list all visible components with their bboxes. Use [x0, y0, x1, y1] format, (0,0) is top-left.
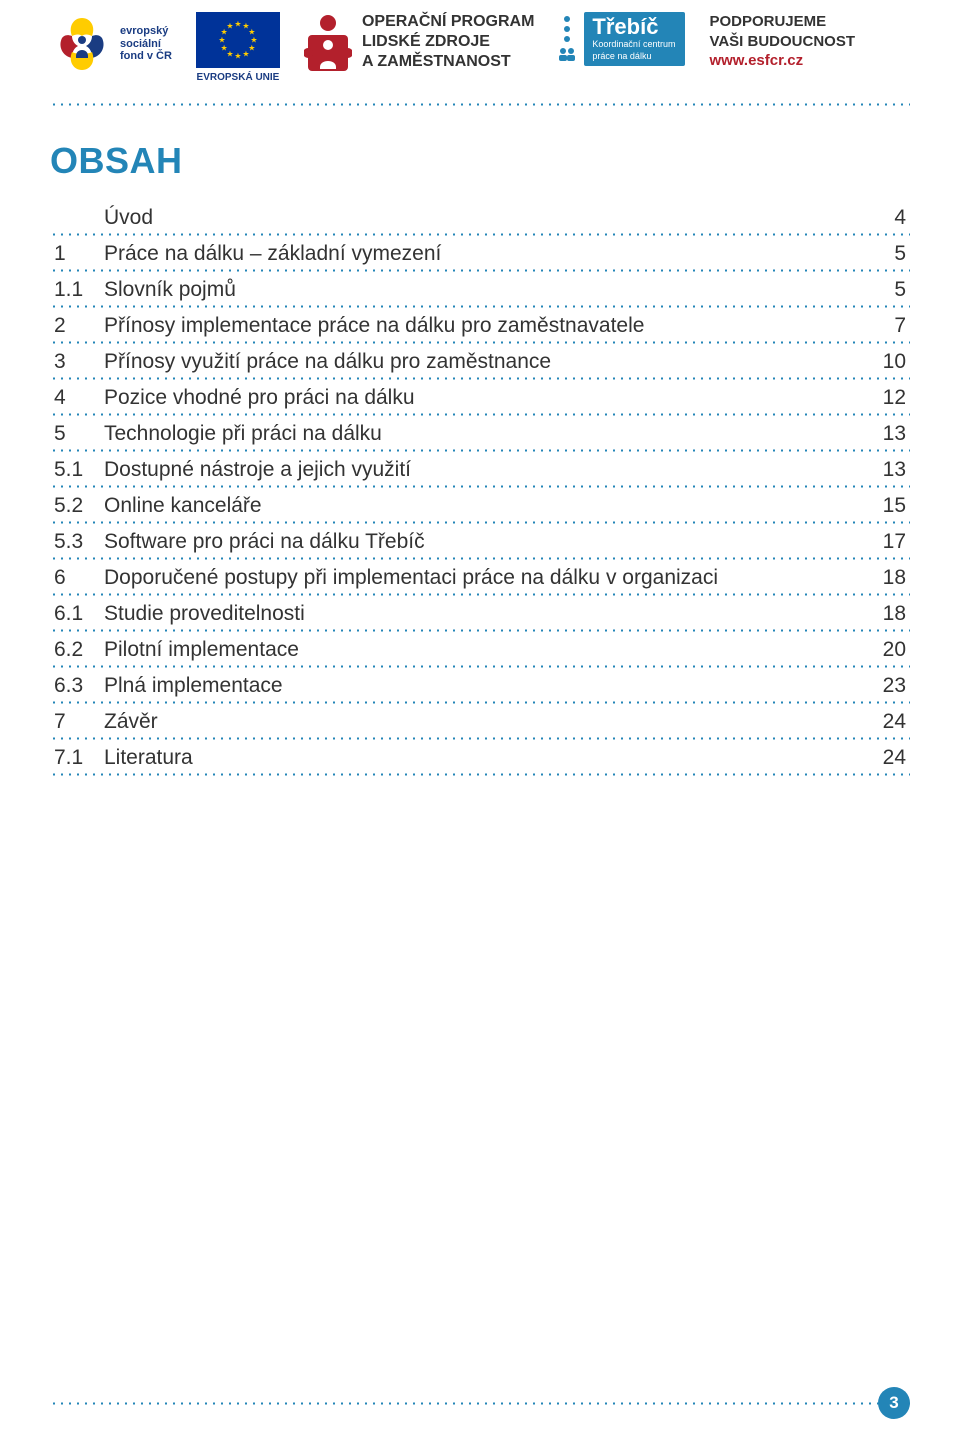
trebic-name: Třebíč — [592, 16, 675, 38]
divider-top — [50, 103, 910, 106]
podporujeme-line2: VAŠI BUDOUCNOST — [709, 32, 855, 52]
toc-row-num: 5 — [50, 422, 104, 446]
footer-divider-wrap — [50, 1402, 910, 1405]
toc-row-num: 5.2 — [50, 494, 104, 518]
toc-table: Úvod41Práce na dálku – základní vymezení… — [50, 200, 910, 776]
toc-row-title: Úvod — [104, 206, 864, 230]
toc-row-num: 4 — [50, 386, 104, 410]
toc-row-page: 18 — [864, 566, 910, 590]
esf-line3: fond v ČR — [120, 50, 172, 63]
toc-row-page: 10 — [864, 350, 910, 374]
toc-row: 7Závěr24 — [50, 704, 910, 737]
toc-row-title: Plná implementace — [104, 674, 864, 698]
podporujeme-url: www.esfcr.cz — [709, 51, 855, 71]
page-number-value: 3 — [889, 1393, 898, 1413]
toc-row-num: 6.2 — [50, 638, 104, 662]
toc-row-page: 23 — [864, 674, 910, 698]
toc-row: 6.3Plná implementace23 — [50, 668, 910, 701]
toc-row-num: 5.1 — [50, 458, 104, 482]
trebic-logo: Třebíč Koordinační centrum práce na dálk… — [558, 12, 685, 66]
toc-row: 6.1Studie proveditelnosti18 — [50, 596, 910, 629]
toc-row-num: 7.1 — [50, 746, 104, 770]
toc-row-num: 6.1 — [50, 602, 104, 626]
toc-row-title: Studie proveditelnosti — [104, 602, 864, 626]
toc-row: 2Přínosy implementace práce na dálku pro… — [50, 308, 910, 341]
toc-row-num: 3 — [50, 350, 104, 374]
op-text: OPERAČNÍ PROGRAM LIDSKÉ ZDROJE A ZAMĚSTN… — [362, 12, 534, 72]
toc-row-num: 2 — [50, 314, 104, 338]
toc-row-page: 13 — [864, 422, 910, 446]
trebic-dots-icon — [564, 16, 570, 42]
toc-row-title: Pilotní implementace — [104, 638, 864, 662]
toc-row-num: 7 — [50, 710, 104, 734]
podporujeme-line1: PODPORUJEME — [709, 12, 855, 32]
eu-logo: ★★★★★★★★★★★★ EVROPSKÁ UNIE — [196, 12, 280, 83]
toc-row-page: 15 — [864, 494, 910, 518]
toc-row-page: 13 — [864, 458, 910, 482]
esf-line2: sociální — [120, 38, 172, 51]
toc-row: 1.1Slovník pojmů5 — [50, 272, 910, 305]
toc-row-page: 24 — [864, 710, 910, 734]
toc-row-page: 18 — [864, 602, 910, 626]
esf-logo: evropský sociální fond v ČR — [50, 12, 172, 76]
toc-row: 4Pozice vhodné pro práci na dálku12 — [50, 380, 910, 413]
toc-row-num: 6.3 — [50, 674, 104, 698]
toc-row-num: 1.1 — [50, 278, 104, 302]
toc-row-page: 20 — [864, 638, 910, 662]
toc-row: 1Práce na dálku – základní vymezení5 — [50, 236, 910, 269]
obsah-heading: OBSAH — [50, 140, 910, 182]
toc-row: 5Technologie při práci na dálku13 — [50, 416, 910, 449]
toc-row-page: 5 — [864, 242, 910, 266]
toc-row: Úvod4 — [50, 200, 910, 233]
trebic-sub1: Koordinační centrum — [592, 40, 675, 50]
toc-row-title: Software pro práci na dálku Třebíč — [104, 530, 864, 554]
toc-row-page: 5 — [864, 278, 910, 302]
toc-row: 6Doporučené postupy při implementaci prá… — [50, 560, 910, 593]
op-line2: LIDSKÉ ZDROJE — [362, 32, 534, 52]
op-line3: A ZAMĚSTNANOST — [362, 52, 534, 72]
toc-row-num: 1 — [50, 242, 104, 266]
toc-row-title: Online kanceláře — [104, 494, 864, 518]
esf-flower-icon — [50, 12, 114, 76]
toc-row-num: 6 — [50, 566, 104, 590]
toc-row-page: 24 — [864, 746, 910, 770]
toc-row-title: Doporučené postupy při implementaci prác… — [104, 566, 864, 590]
toc-row: 7.1Literatura24 — [50, 740, 910, 773]
page-container: evropský sociální fond v ČR ★★★★★★★★★★★★… — [0, 0, 960, 816]
toc-row-title: Dostupné nástroje a jejich využití — [104, 458, 864, 482]
toc-row-page: 7 — [864, 314, 910, 338]
op-figure-icon — [304, 13, 352, 71]
toc-row-title: Práce na dálku – základní vymezení — [104, 242, 864, 266]
toc-row: 5.1Dostupné nástroje a jejich využití13 — [50, 452, 910, 485]
toc-row-title: Slovník pojmů — [104, 278, 864, 302]
eu-flag-icon: ★★★★★★★★★★★★ — [196, 12, 280, 68]
toc-row: 3Přínosy využití práce na dálku pro zamě… — [50, 344, 910, 377]
op-logo: OPERAČNÍ PROGRAM LIDSKÉ ZDROJE A ZAMĚSTN… — [304, 12, 534, 72]
toc-row-title: Přínosy implementace práce na dálku pro … — [104, 314, 864, 338]
toc-row-page: 12 — [864, 386, 910, 410]
esf-text: evropský sociální fond v ČR — [114, 25, 172, 63]
toc-row-num: 5.3 — [50, 530, 104, 554]
toc-row: 5.2Online kanceláře15 — [50, 488, 910, 521]
trebic-people-icon — [558, 47, 576, 61]
esf-line1: evropský — [120, 25, 172, 38]
toc-row: 5.3Software pro práci na dálku Třebíč17 — [50, 524, 910, 557]
page-number-badge: 3 — [878, 1387, 910, 1419]
toc-row-title: Literatura — [104, 746, 864, 770]
toc-row-title: Přínosy využití práce na dálku pro zaměs… — [104, 350, 864, 374]
toc-row-title: Pozice vhodné pro práci na dálku — [104, 386, 864, 410]
eu-label: EVROPSKÁ UNIE — [196, 72, 280, 83]
toc-row-title: Závěr — [104, 710, 864, 734]
divider-footer — [50, 1402, 910, 1405]
toc-row: 6.2Pilotní implementace20 — [50, 632, 910, 665]
header-logos: evropský sociální fond v ČR ★★★★★★★★★★★★… — [50, 0, 910, 103]
trebic-box: Třebíč Koordinační centrum práce na dálk… — [584, 12, 685, 66]
toc-row-divider — [50, 773, 910, 776]
op-line1: OPERAČNÍ PROGRAM — [362, 12, 534, 32]
toc-row-page: 4 — [864, 206, 910, 230]
trebic-sub2: práce na dálku — [592, 52, 675, 62]
podporujeme-block: PODPORUJEME VAŠI BUDOUCNOST www.esfcr.cz — [709, 12, 855, 71]
toc-row-title: Technologie při práci na dálku — [104, 422, 864, 446]
toc-row-page: 17 — [864, 530, 910, 554]
